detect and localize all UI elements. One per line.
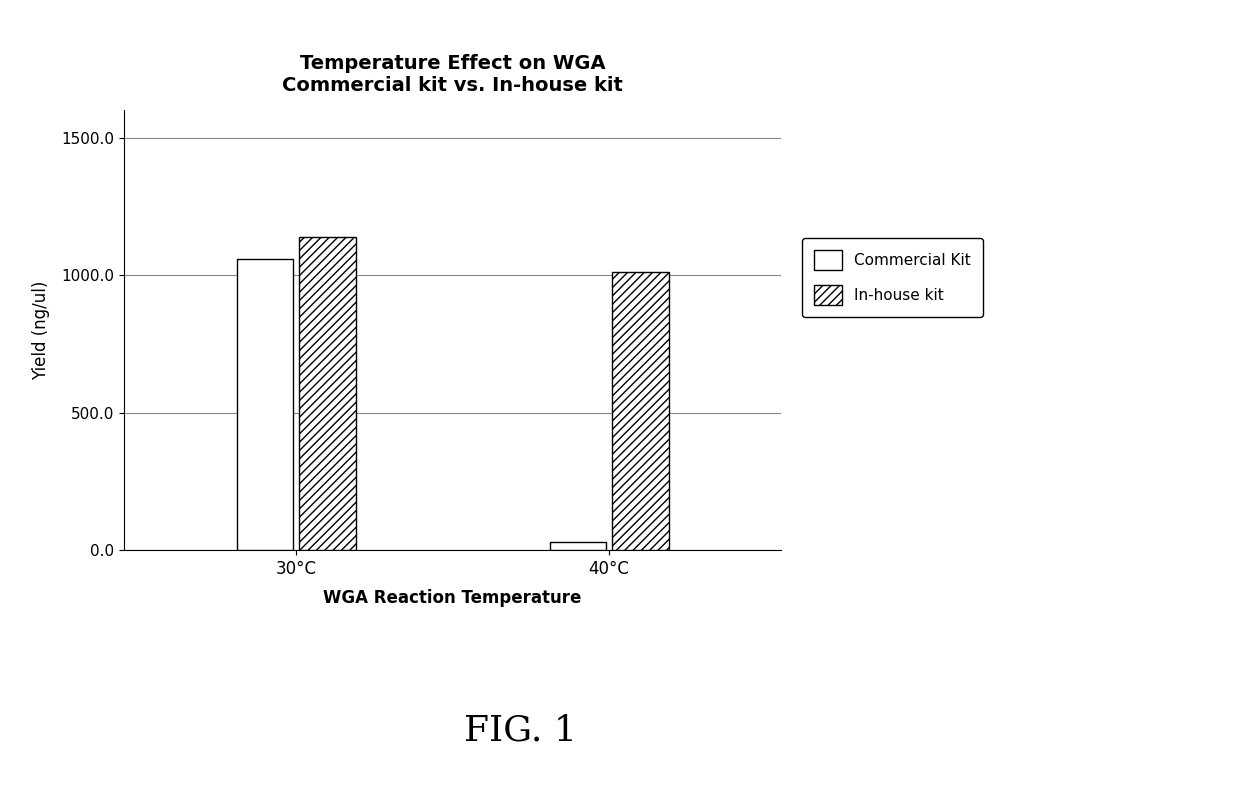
Title: Temperature Effect on WGA
Commercial kit vs. In-house kit: Temperature Effect on WGA Commercial kit… bbox=[283, 53, 622, 94]
Bar bbox=[299, 237, 356, 550]
Bar bbox=[613, 272, 668, 550]
Bar bbox=[549, 542, 606, 550]
Y-axis label: Yield (ng/ul): Yield (ng/ul) bbox=[32, 281, 50, 380]
Text: FIG. 1: FIG. 1 bbox=[464, 714, 578, 748]
Legend: Commercial Kit, In-house kit: Commercial Kit, In-house kit bbox=[802, 238, 983, 317]
Bar bbox=[237, 259, 293, 550]
X-axis label: WGA Reaction Temperature: WGA Reaction Temperature bbox=[324, 589, 582, 607]
